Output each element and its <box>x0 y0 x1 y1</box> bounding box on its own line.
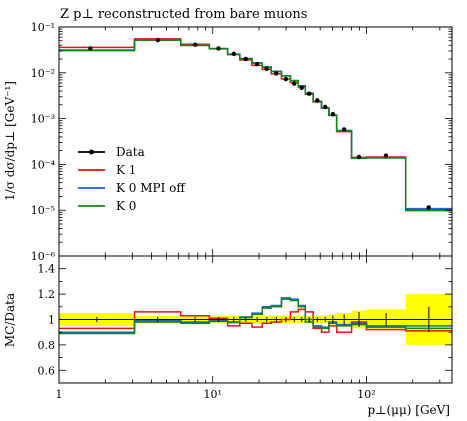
main-title: Z p⊥ reconstructed from bare muons <box>60 7 307 22</box>
ratio-y-tick-label: 0.6 <box>38 364 56 377</box>
legend: Data K 1 K 0 MPI off K 0 <box>78 145 186 213</box>
ratio-y-tick-label: 1.2 <box>38 288 56 301</box>
ratio-y-tick-label: 1.4 <box>38 263 56 276</box>
y-tick-label: 10⁻⁵ <box>31 204 55 217</box>
y-tick-label: 10⁻⁶ <box>31 250 56 263</box>
legend-label-3: K 0 <box>116 199 136 213</box>
data-point <box>341 127 347 132</box>
ratio-data-layer <box>59 294 452 345</box>
ratio-y-tick-label: 0.8 <box>38 339 56 352</box>
y-tick-label: 10⁻³ <box>31 113 55 126</box>
data-point <box>330 111 336 117</box>
main-ylabel: 1/σ dσ/dp⊥ [GeV⁻¹] <box>3 81 17 201</box>
x-tick-label: 1 <box>56 388 63 401</box>
y-tick-label: 10⁻¹ <box>31 21 55 34</box>
y-tick-label: 10⁻⁴ <box>31 158 56 171</box>
data-point <box>292 81 297 86</box>
data-point <box>231 51 236 56</box>
data-point <box>254 61 260 67</box>
data-point <box>193 42 198 47</box>
x-tick-label: 10² <box>357 388 375 401</box>
data-point <box>283 76 289 82</box>
x-tick-label: 10¹ <box>204 388 222 401</box>
data-point <box>299 85 304 91</box>
main-frame <box>58 26 453 257</box>
data-point <box>264 66 269 71</box>
ratio-ylabel: MC/Data <box>3 293 17 347</box>
ratio-ticks: 0.6 0.8 1 1.2 1.4 1 10¹ 10² <box>38 255 452 401</box>
data-point <box>243 56 248 62</box>
legend-label-0: Data <box>116 145 145 159</box>
legend-label-1: K 1 <box>116 163 136 177</box>
data-point <box>323 104 328 110</box>
main-data-layer <box>59 37 452 212</box>
ratio-y-tick-label: 1 <box>48 314 55 327</box>
ratio-panel: 0.6 0.8 1 1.2 1.4 1 10¹ 10² MC/Data p⊥(μμ) [GeV… <box>3 255 453 417</box>
main-ticks: 10⁻¹ 10⁻² 10⁻³ 10⁻⁴ 10⁻⁵ 10⁻⁶ <box>31 21 452 263</box>
data-point <box>356 154 362 160</box>
data-point <box>274 71 279 76</box>
data-point <box>426 205 431 210</box>
data-point <box>155 37 161 43</box>
data-point <box>306 91 312 96</box>
legend-label-2: K 0 MPI off <box>116 181 186 195</box>
main-panel: 10⁻¹ 10⁻² 10⁻³ 10⁻⁴ 10⁻⁵ 10⁻⁶ Z p⊥ reconstruc… <box>3 7 453 263</box>
data-point <box>383 153 389 158</box>
data-point <box>315 98 320 103</box>
x-axis-label: p⊥(μμ) [GeV] <box>368 403 450 417</box>
y-tick-label: 10⁻² <box>31 67 55 80</box>
data-point <box>216 46 221 51</box>
data-point <box>88 46 93 51</box>
legend-marker <box>89 149 94 155</box>
